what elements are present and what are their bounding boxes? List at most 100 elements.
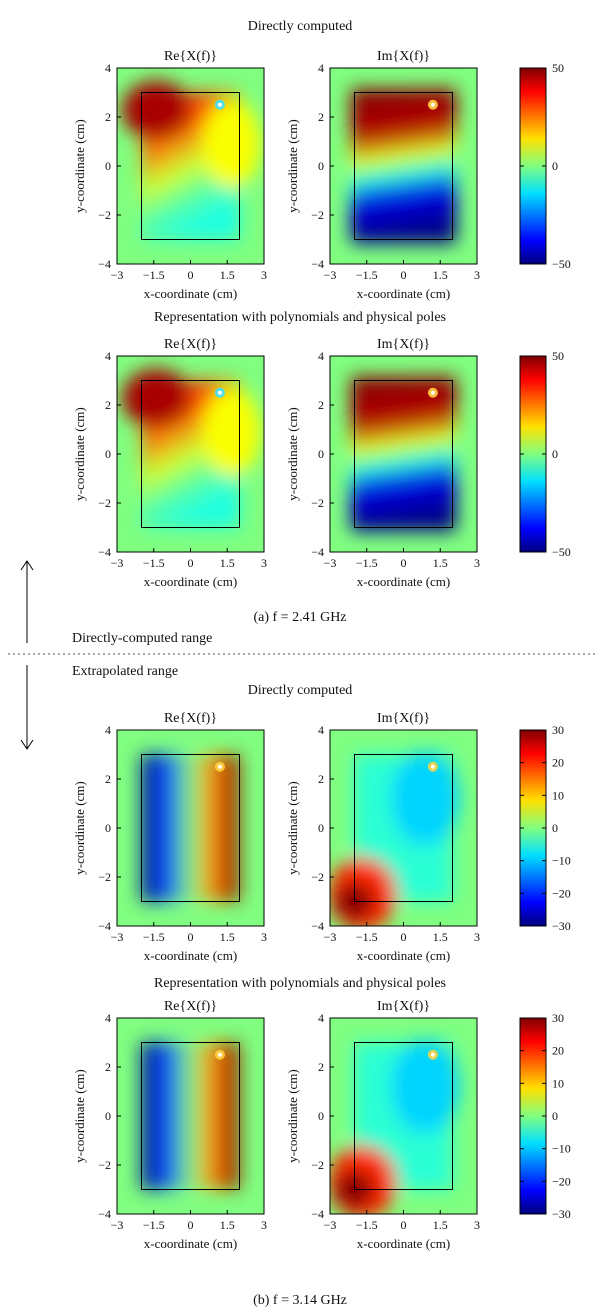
row-title: Representation with polynomials and phys… (154, 976, 446, 991)
plot-title: Re{X(f)} (164, 999, 217, 1014)
patch-outline (354, 380, 453, 528)
x-tick-label: 0 (188, 930, 194, 944)
x-tick-label: −1.5 (143, 556, 165, 570)
y-axis-label: y-coordinate (cm) (285, 407, 300, 500)
x-tick-label: −1.5 (356, 1218, 378, 1232)
pole-marker (427, 99, 438, 110)
x-tick-label: 0 (401, 1218, 407, 1232)
y-tick-label: −4 (98, 1207, 111, 1221)
colorbar-tick-label: −50 (552, 545, 571, 559)
pole-marker (214, 387, 225, 398)
y-tick-label: 4 (105, 61, 111, 75)
y-tick-label: 0 (318, 821, 324, 835)
patch-outline (354, 1042, 453, 1190)
y-tick-label: −2 (98, 496, 111, 510)
y-tick-label: 0 (105, 1109, 111, 1123)
panel-caption: (b) f = 3.14 GHz (253, 1293, 347, 1308)
row-title: Directly computed (248, 683, 353, 698)
pole-marker (427, 761, 438, 772)
heatmap-plot: Im{X(f)} −3 −1.5 0 1.5 3 4 2 0 −2 −4 x-coordinate (… (285, 999, 480, 1251)
y-tick-label: 2 (105, 1060, 111, 1074)
heatmap-plot: Re{X(f)} −3 −1.5 0 1.5 3 4 2 0 −2 −4 x-coordinate (… (72, 711, 267, 963)
patch-outline (141, 754, 240, 902)
x-axis-label: x-coordinate (cm) (144, 948, 237, 963)
plot-title: Re{X(f)} (164, 49, 217, 64)
x-tick-label: −3 (324, 268, 337, 282)
colorbar-tick-label: −20 (552, 886, 571, 900)
heatmap-peak (121, 368, 191, 428)
patch-outline (141, 380, 240, 528)
y-tick-label: 0 (318, 447, 324, 461)
y-axis-label: y-coordinate (cm) (72, 407, 87, 500)
heatmap-row: Representation with polynomials and phys… (72, 310, 571, 589)
heatmap-peak (121, 80, 191, 140)
y-tick-label: 4 (318, 61, 324, 75)
y-tick-label: 4 (318, 349, 324, 363)
colorbar-tick-label: 0 (552, 447, 558, 461)
y-tick-label: 4 (105, 723, 111, 737)
pole-marker (427, 1049, 438, 1060)
colorbar-tick-label: 0 (552, 821, 558, 835)
y-tick-label: 2 (105, 398, 111, 412)
extrapolated-range-label: Extrapolated range (72, 664, 178, 679)
plot-title: Im{X(f)} (377, 999, 430, 1014)
colorbar-tick-label: 20 (552, 756, 564, 770)
pole-marker (214, 1049, 225, 1060)
colorbar-tick-label: −10 (552, 854, 571, 868)
heatmap-plot: Re{X(f)} −3 −1.5 0 1.5 3 4 2 0 −2 −4 x-coordinate (… (72, 999, 267, 1251)
y-tick-label: −2 (311, 1158, 324, 1172)
patch-outline (354, 92, 453, 240)
heatmap-plot: Re{X(f)} −3 −1.5 0 1.5 3 4 2 0 −2 −4 x-coordinate (… (72, 49, 267, 301)
heatmap-field (350, 88, 457, 244)
y-tick-label: −4 (311, 1207, 324, 1221)
pole-marker (214, 99, 225, 110)
x-axis-label: x-coordinate (cm) (144, 1236, 237, 1251)
pole-marker (427, 387, 438, 398)
y-tick-label: 4 (105, 349, 111, 363)
y-tick-label: −2 (98, 208, 111, 222)
x-tick-label: 0 (401, 268, 407, 282)
x-tick-label: 1.5 (433, 556, 448, 570)
x-tick-label: 0 (188, 268, 194, 282)
x-tick-label: 3 (261, 930, 267, 944)
plot-title: Re{X(f)} (164, 711, 217, 726)
y-tick-label: −2 (311, 870, 324, 884)
heatmap-plot: Re{X(f)} −3 −1.5 0 1.5 3 4 2 0 −2 −4 x-coordinate (… (72, 337, 267, 589)
y-tick-label: 0 (105, 821, 111, 835)
colorbar-tick-label: −10 (552, 1142, 571, 1156)
y-tick-label: −4 (311, 919, 324, 933)
x-axis-label: x-coordinate (cm) (357, 948, 450, 963)
x-axis-label: x-coordinate (cm) (357, 1236, 450, 1251)
x-tick-label: −3 (324, 556, 337, 570)
plot-title: Re{X(f)} (164, 337, 217, 352)
y-axis-label: y-coordinate (cm) (285, 119, 300, 212)
heatmap-lobe (202, 387, 262, 477)
heatmap-plot: Im{X(f)} −3 −1.5 0 1.5 3 4 2 0 −2 −4 x-coordinate (… (285, 337, 480, 589)
y-tick-label: 0 (105, 159, 111, 173)
y-tick-label: 2 (318, 772, 324, 786)
row-title: Representation with polynomials and phys… (154, 310, 446, 325)
y-tick-label: −4 (311, 257, 324, 271)
x-tick-label: 1.5 (433, 268, 448, 282)
colorbar-tick-label: 50 (552, 349, 564, 363)
y-axis-label: y-coordinate (cm) (285, 1069, 300, 1162)
colorbar-tick-label: −20 (552, 1174, 571, 1188)
y-tick-label: −2 (98, 1158, 111, 1172)
colorbar-tick-label: −50 (552, 257, 571, 271)
x-tick-label: 0 (401, 556, 407, 570)
colorbar-tick-label: 0 (552, 159, 558, 173)
heatmap-lobe (390, 751, 460, 846)
y-tick-label: 2 (105, 110, 111, 124)
x-tick-label: 1.5 (220, 930, 235, 944)
x-tick-label: 0 (401, 930, 407, 944)
x-axis-label: x-coordinate (cm) (357, 286, 450, 301)
heatmap-plot: Im{X(f)} −3 −1.5 0 1.5 3 4 2 0 −2 −4 x-coordinate (… (285, 711, 480, 963)
y-tick-label: −4 (98, 545, 111, 559)
x-tick-label: 3 (261, 556, 267, 570)
x-tick-label: 3 (261, 268, 267, 282)
x-tick-label: 1.5 (220, 1218, 235, 1232)
plot-title: Im{X(f)} (377, 711, 430, 726)
patch-outline (354, 754, 453, 902)
pole-marker (214, 761, 225, 772)
x-axis-label: x-coordinate (cm) (144, 574, 237, 589)
